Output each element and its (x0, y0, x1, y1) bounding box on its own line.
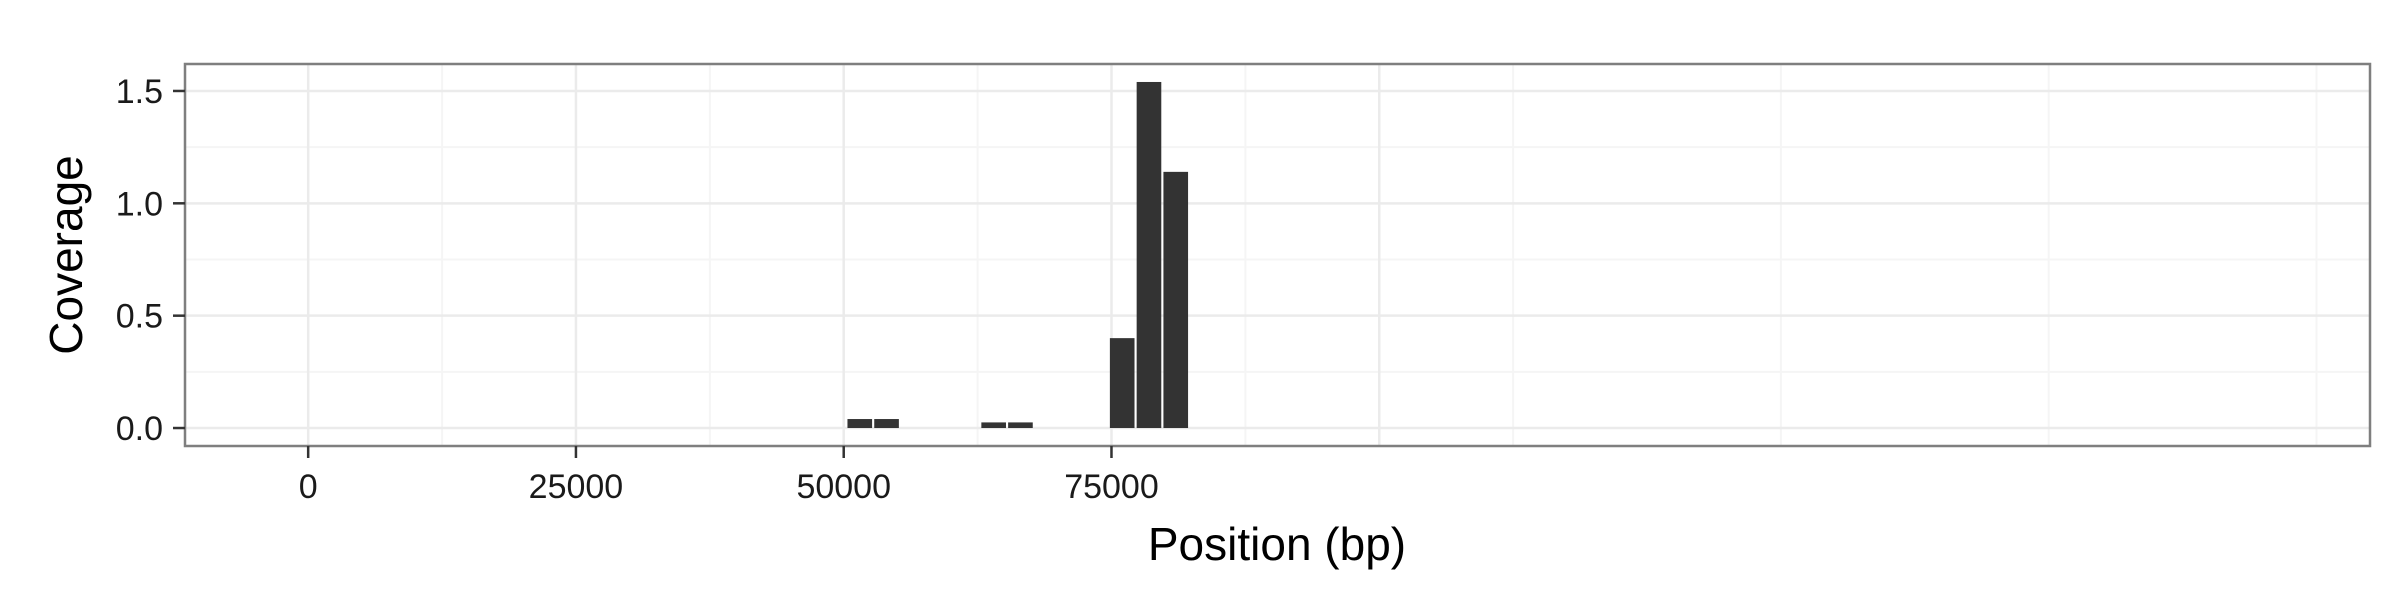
x-axis-title: Position (bp) (1148, 518, 1406, 570)
x-tick-label: 25000 (529, 468, 624, 506)
plot-panel-border (183, 62, 2372, 448)
plot-panel-background (185, 64, 2370, 446)
y-tick-label: 0.5 (116, 298, 163, 336)
bar (1163, 171, 1189, 429)
grid-lines (185, 64, 2370, 446)
bar (847, 419, 873, 429)
y-tick-label: 0.0 (116, 410, 163, 448)
bar (981, 422, 1006, 429)
x-axis: 0 25000 50000 75000 (299, 446, 1159, 506)
x-tick-label: 0 (299, 468, 318, 506)
bar (1008, 422, 1033, 429)
x-tick-label: 75000 (1064, 468, 1159, 506)
y-axis-title: Coverage (40, 155, 92, 354)
x-tick-label: 50000 (796, 468, 891, 506)
bar-series (847, 81, 1189, 429)
bar (874, 419, 899, 429)
bar (1109, 338, 1135, 429)
bar (1136, 81, 1162, 429)
y-axis: 0.0 0.5 1.0 1.5 (116, 73, 185, 448)
y-tick-label: 1.0 (116, 185, 163, 223)
y-tick-label: 1.5 (116, 73, 163, 111)
